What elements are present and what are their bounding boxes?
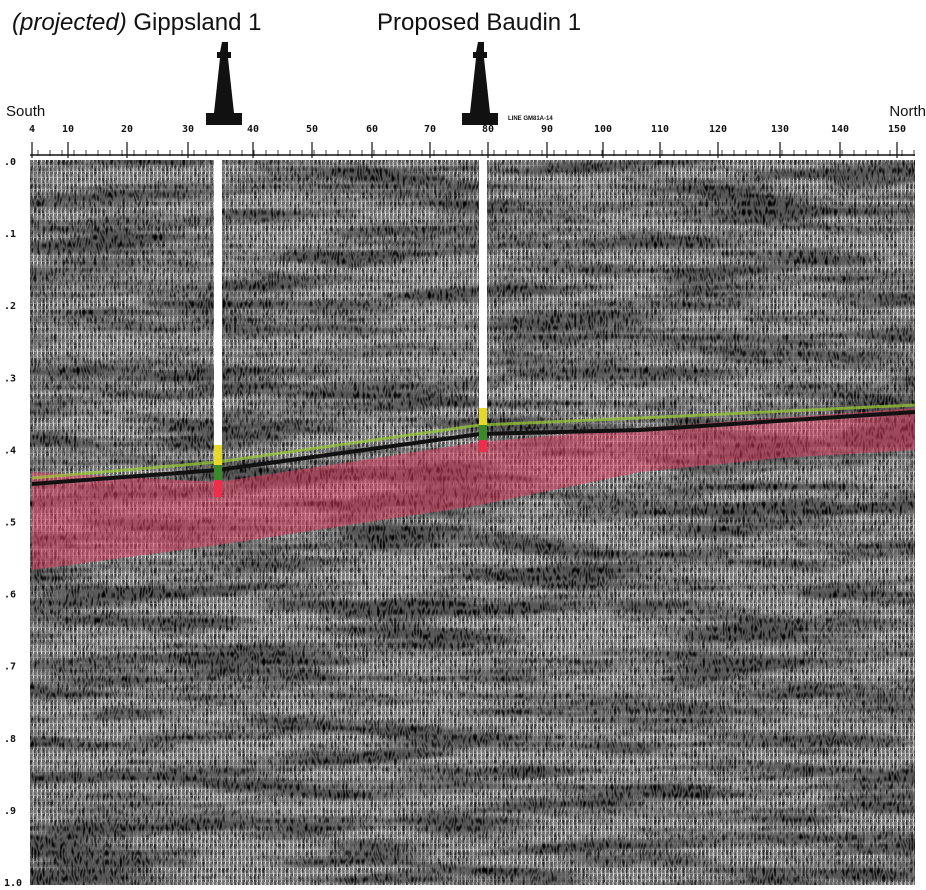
shotpoint-label: 130 (771, 124, 789, 135)
shotpoint-label: 100 (594, 124, 612, 135)
time-label: .0 (4, 157, 16, 168)
shotpoint-label: 4 (29, 124, 35, 135)
direction-label: North (889, 103, 926, 120)
time-label: .9 (4, 806, 16, 817)
time-label: 1.0 (4, 878, 22, 889)
shotpoint-label: 150 (888, 124, 906, 135)
time-label: .6 (4, 590, 16, 601)
well-name: Gippsland 1 (133, 9, 261, 36)
shotpoint-label: 70 (424, 124, 436, 135)
shotpoint-label: 120 (709, 124, 727, 135)
shotpoint-label: 40 (247, 124, 259, 135)
well-title: (projected) Gippsland 1 (12, 9, 261, 36)
shotpoint-label: 50 (306, 124, 318, 135)
shotpoint-label: 30 (182, 124, 194, 135)
time-label: .5 (4, 518, 16, 529)
well-title: Proposed Baudin 1 (377, 9, 581, 36)
derrick-icon (206, 42, 242, 125)
shotpoint-label: 60 (366, 124, 378, 135)
time-label: .3 (4, 373, 16, 384)
shotpoint-label: 10 (62, 124, 74, 135)
shotpoint-label: 20 (121, 124, 133, 135)
well-qualifier: (projected) (12, 9, 127, 36)
time-label: .7 (4, 662, 16, 673)
seismic-section (30, 160, 916, 885)
time-label: .2 (4, 301, 16, 312)
well-track (479, 160, 487, 452)
shotpoint-label: 140 (831, 124, 849, 135)
time-label: .8 (4, 734, 16, 745)
time-label: .4 (4, 445, 16, 456)
shotpoint-label: 80 (482, 124, 494, 135)
red-zone (32, 408, 915, 570)
time-label: .1 (4, 229, 16, 240)
line-label: LINE GM81A-14 (508, 116, 553, 122)
shotpoint-label: 90 (541, 124, 553, 135)
direction-label: South (6, 103, 45, 120)
shotpoint-label: 110 (651, 124, 669, 135)
derrick-icon (462, 42, 498, 125)
well-track (214, 160, 222, 497)
